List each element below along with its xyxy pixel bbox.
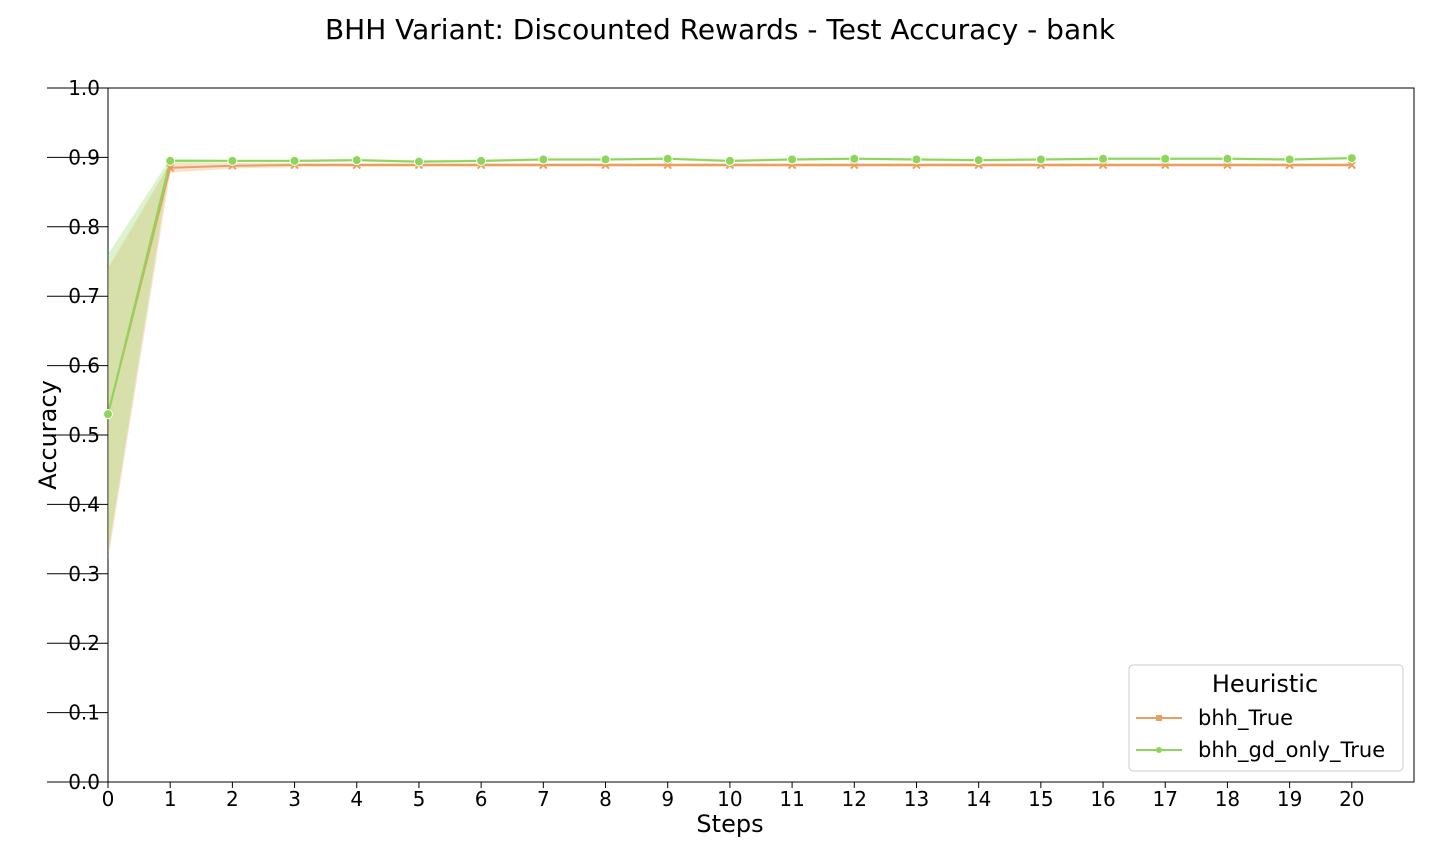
x-tick-label: 16 — [1090, 787, 1115, 811]
chart-title: BHH Variant: Discounted Rewards - Test A… — [325, 13, 1116, 46]
y-tick-label: 0.7 — [68, 284, 100, 308]
y-axis: 0.0 0.1 0.2 0.3 0.4 0.5 0.6 0.7 0.8 0.9 1.0 — [47, 76, 108, 794]
x-axis: 0 1 2 3 4 5 6 7 8 9 10 11 12 13 14 15 16 17 18 19 20 — [102, 782, 1365, 811]
x-tick-label: 10 — [717, 787, 742, 811]
y-tick-label: 0.6 — [68, 354, 100, 378]
x-tick-label: 8 — [599, 787, 612, 811]
y-tick-label: 0.2 — [68, 631, 100, 655]
x-tick-label: 20 — [1339, 787, 1364, 811]
data-point-bhh_gd_only_True — [103, 409, 113, 420]
y-tick-label: 0.0 — [68, 770, 100, 794]
data-point-bhh_gd_only_True — [165, 155, 176, 166]
series-markers — [103, 153, 1357, 420]
x-tick-label: 19 — [1277, 787, 1302, 811]
x-tick-label: 13 — [904, 787, 929, 811]
x-tick-label: 9 — [661, 787, 674, 811]
data-point-bhh_gd_only_True — [849, 153, 860, 164]
legend-marker — [1156, 715, 1162, 721]
y-tick-label: 0.5 — [68, 423, 100, 447]
legend-label: bhh_True — [1198, 706, 1293, 731]
x-axis-label: Steps — [696, 810, 763, 838]
x-tick-label: 6 — [475, 787, 488, 811]
legend-items: bhh_True bhh_gd_only_True — [1136, 706, 1385, 763]
data-point-bhh_gd_only_True — [1346, 153, 1357, 164]
data-point-bhh_gd_only_True — [724, 155, 735, 166]
data-point-bhh_gd_only_True — [1098, 153, 1109, 164]
data-point-bhh_gd_only_True — [289, 155, 300, 166]
x-tick-label: 3 — [288, 787, 301, 811]
legend-box — [1128, 664, 1404, 772]
data-point-bhh_gd_only_True — [662, 153, 673, 164]
x-tick-label: 1 — [164, 787, 177, 811]
data-point-bhh_gd_only_True — [1284, 154, 1295, 165]
confidence-bands — [108, 156, 1352, 560]
series-line-bhh_gd_only_True — [107, 157, 1352, 415]
x-tick-label: 0 — [102, 787, 115, 811]
y-tick-label: 0.8 — [68, 215, 100, 239]
data-point-bhh_True — [165, 163, 175, 173]
y-tick-label: 0.9 — [68, 145, 100, 169]
x-tick-label: 4 — [350, 787, 363, 811]
x-tick-label: 7 — [537, 787, 550, 811]
data-point-bhh_gd_only_True — [973, 155, 984, 166]
x-tick-label: 5 — [413, 787, 426, 811]
data-point-bhh_gd_only_True — [1160, 153, 1171, 164]
data-point-bhh_gd_only_True — [538, 154, 549, 165]
data-point-bhh_gd_only_True — [787, 154, 798, 165]
data-point-bhh_gd_only_True — [476, 155, 487, 166]
data-point-bhh_gd_only_True — [911, 154, 922, 165]
legend-title: Heuristic — [1212, 670, 1318, 698]
y-tick-label: 1.0 — [68, 76, 100, 100]
legend-label: bhh_gd_only_True — [1198, 738, 1385, 763]
x-tick-label: 11 — [779, 787, 804, 811]
data-point-bhh_gd_only_True — [351, 155, 362, 166]
legend-item-bhh_True: bhh_True — [1136, 706, 1293, 731]
data-point-bhh_gd_only_True — [413, 156, 424, 167]
ci-band-bhh_True — [108, 162, 1352, 560]
data-point-bhh_gd_only_True — [600, 154, 611, 165]
data-point-bhh_gd_only_True — [1222, 153, 1233, 164]
y-axis-label: Accuracy — [34, 380, 62, 490]
ci-band-bhh_gd_only_True — [108, 156, 1352, 553]
x-tick-label: 14 — [966, 787, 991, 811]
x-tick-label: 18 — [1215, 787, 1240, 811]
legend: Heuristic bhh_True bhh_gd_only_True — [1128, 664, 1404, 772]
data-point-bhh_gd_only_True — [227, 155, 238, 166]
legend-item-bhh_gd_only_True: bhh_gd_only_True — [1136, 738, 1385, 763]
y-tick-label: 0.3 — [68, 562, 100, 586]
x-tick-label: 2 — [226, 787, 239, 811]
x-tick-label: 12 — [842, 787, 867, 811]
x-tick-label: 15 — [1028, 787, 1053, 811]
y-tick-label: 0.1 — [68, 701, 100, 725]
series-line-bhh_True — [107, 164, 1352, 415]
x-tick-label: 17 — [1153, 787, 1178, 811]
data-point-bhh_gd_only_True — [1035, 154, 1046, 165]
data-point-bhh_True — [1347, 160, 1357, 170]
y-tick-label: 0.4 — [68, 492, 100, 516]
legend-marker — [1156, 747, 1162, 753]
series-lines — [107, 157, 1352, 415]
